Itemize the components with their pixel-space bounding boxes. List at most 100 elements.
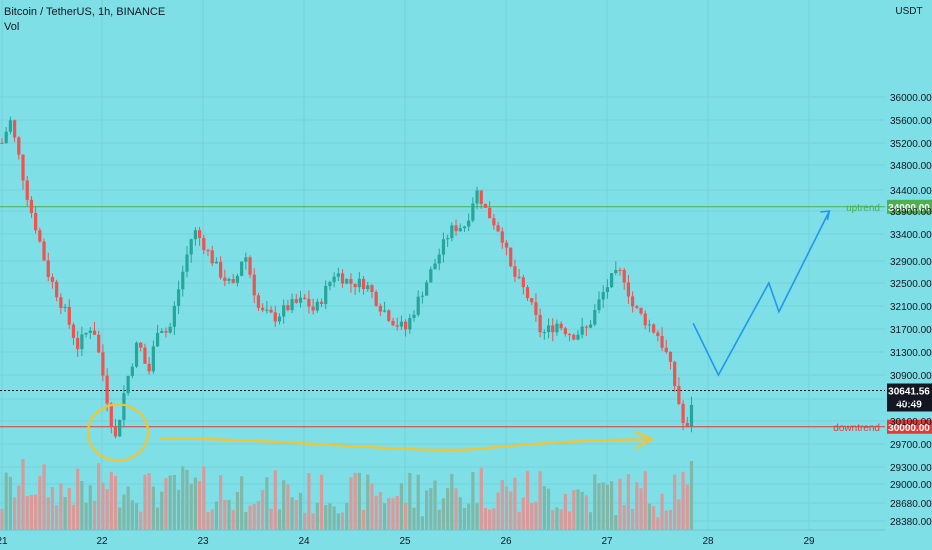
projection-arrow-head	[820, 210, 831, 221]
volume-bar	[433, 480, 437, 530]
volume-bar	[605, 484, 609, 530]
volume-bar	[231, 509, 235, 530]
candle-body	[378, 305, 382, 312]
uptrend-tag-text: 34000.00	[888, 203, 930, 214]
yellow-arrow-line	[159, 437, 651, 452]
candle-body	[139, 342, 143, 348]
candle-body	[437, 254, 441, 264]
candle-body	[370, 285, 374, 293]
candle-body	[500, 231, 504, 243]
candle-body	[109, 403, 113, 427]
downtrend-tag	[887, 419, 932, 434]
volume-bar	[130, 500, 134, 530]
candle-body	[261, 307, 265, 311]
candle-body	[673, 361, 677, 387]
candle-body	[223, 277, 227, 281]
candle-body	[134, 342, 139, 367]
candle-body	[631, 296, 635, 307]
candle-body	[118, 419, 122, 437]
volume-bar	[328, 503, 332, 530]
volume-bar	[193, 477, 197, 530]
volume-bar	[244, 512, 248, 530]
candle-body	[303, 297, 307, 299]
volume-bar	[76, 468, 80, 530]
volume-bar	[420, 516, 425, 530]
candle-body	[273, 312, 277, 322]
volume-bar	[483, 508, 488, 530]
volume-bar	[261, 490, 265, 530]
volume-bar	[181, 466, 185, 530]
candle-body	[315, 301, 319, 311]
candle-body	[92, 330, 97, 335]
volume-bar	[391, 498, 395, 530]
candle-body	[282, 305, 286, 317]
candle-body	[433, 263, 437, 270]
volume-bar	[631, 508, 635, 530]
candle-body	[269, 309, 273, 313]
candle-body	[202, 238, 206, 251]
volume-bar	[134, 503, 139, 530]
candle-body	[294, 299, 298, 303]
volume-bar	[530, 503, 534, 530]
time-tick-label: 27	[601, 536, 613, 547]
candle-body	[429, 269, 433, 283]
candle-body	[458, 228, 462, 232]
volume-bar	[59, 483, 63, 530]
candle-body	[534, 302, 538, 315]
volume-bar	[525, 470, 530, 530]
candle-body	[328, 282, 332, 286]
volume-bar	[441, 498, 446, 530]
volume-bar	[622, 504, 626, 530]
candle-body	[643, 313, 647, 326]
candle-body	[656, 332, 660, 337]
volume-bar	[122, 494, 126, 530]
candle-body	[517, 276, 521, 278]
candle-body	[197, 230, 202, 239]
candle-body	[181, 271, 185, 290]
candle-body	[576, 334, 580, 340]
volume-bar	[652, 506, 656, 530]
candle-body	[635, 306, 639, 308]
candles	[0, 116, 694, 439]
price-tick-label: 33900.00	[890, 207, 932, 218]
candle-body	[130, 366, 134, 377]
volume-bar	[408, 473, 412, 530]
candle-body	[88, 330, 92, 333]
candle-body	[214, 261, 219, 264]
volume-bar	[126, 486, 130, 530]
volume-bar	[214, 501, 219, 530]
candle-body	[622, 269, 626, 283]
volume-bar	[235, 491, 240, 530]
candle-body	[147, 363, 151, 372]
volume-bar	[580, 491, 584, 530]
volume-bar	[404, 503, 408, 530]
price-axis[interactable]: USDT 28380.00 28680.00 29000.00 29300.00 2970…	[890, 6, 932, 528]
time-axis[interactable]: 21 22 23 24 25 26 27 28 29	[0, 529, 885, 547]
price-tick-label: 35200.00	[890, 139, 932, 150]
volume-bar	[458, 497, 462, 530]
volume-bar	[467, 503, 471, 530]
candle-body	[349, 279, 353, 284]
candle-body	[395, 325, 399, 327]
volume-bar	[311, 513, 315, 530]
volume-bar	[378, 491, 382, 530]
volume-bar	[298, 492, 303, 530]
volume-bar	[0, 508, 4, 530]
candle-body	[387, 310, 391, 321]
volume-bar	[479, 468, 483, 530]
volume-bar	[88, 485, 92, 530]
candle-body	[521, 277, 525, 288]
volume-bar	[240, 476, 244, 530]
volume-bar	[521, 497, 525, 530]
volume-bar	[80, 480, 84, 530]
candle-body	[425, 282, 429, 296]
volume-bar	[534, 501, 538, 530]
volume-bar	[626, 474, 631, 530]
volume-bar	[555, 507, 559, 530]
volume-bar	[370, 483, 374, 530]
price-tick-label: 34400.00	[890, 186, 932, 197]
volume-bar	[601, 482, 605, 530]
price-tick-label: 30500.00	[890, 395, 932, 406]
candle-body	[660, 336, 664, 348]
